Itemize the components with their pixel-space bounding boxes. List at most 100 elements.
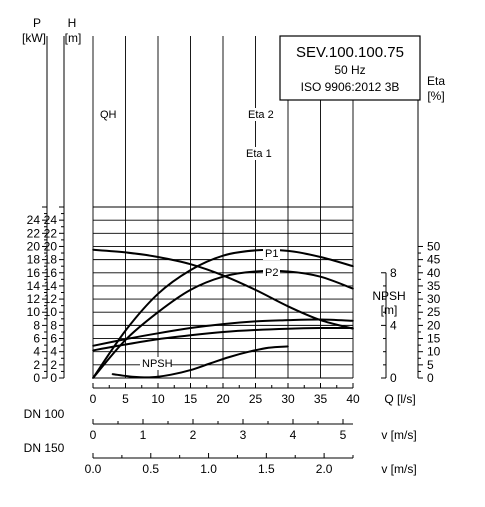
data-point-npsh	[248, 350, 250, 353]
series-label-p1: P1	[265, 248, 278, 260]
data-point-npsh	[209, 362, 211, 365]
h-tick-label: 8	[50, 318, 57, 332]
velocity-axis-name: DN 100	[24, 407, 65, 421]
data-point-p1	[254, 320, 257, 323]
grid	[92, 36, 354, 379]
eta-tick-label: 0	[427, 371, 434, 385]
series-label-p2: P2	[265, 267, 278, 279]
eta-axis-name: Eta	[427, 74, 445, 88]
curve-labels: QH Eta 2 Eta 1 P1 P2 NPSH	[98, 108, 284, 370]
npsh-tick-label: 0	[390, 371, 397, 385]
data-point-npsh	[150, 376, 153, 379]
p-tick-label: 10	[27, 305, 41, 319]
npsh-tick-label: 4	[390, 318, 397, 332]
data-point-qh	[157, 256, 159, 258]
data-point-eta-2	[124, 329, 127, 332]
velocity-tick-label: 1.0	[200, 462, 217, 476]
data-point-eta-2	[287, 250, 289, 252]
eta-tick-label: 10	[427, 345, 441, 359]
data-point-npsh	[287, 345, 289, 348]
npsh-axis-unit: [m]	[381, 303, 398, 317]
data-point-p2	[352, 327, 354, 329]
data-point-eta-1	[222, 275, 224, 278]
h-axis-unit: [m]	[65, 31, 82, 45]
q-tick-label: 15	[184, 392, 198, 406]
data-point-p2	[254, 329, 257, 331]
data-point-p1	[222, 323, 224, 325]
curves	[92, 248, 354, 379]
data-point-eta-2	[352, 265, 354, 268]
velocity-axis-unit: v [m/s]	[381, 428, 416, 442]
data-point-eta-1	[92, 377, 94, 379]
eta-tick-label: 30	[427, 292, 441, 306]
p-tick-label: 2	[33, 358, 40, 372]
data-point-eta-1	[254, 270, 257, 273]
chart-subtitle-frequency: 50 Hz	[334, 63, 365, 77]
p-tick-label: 22	[27, 226, 41, 240]
data-point-eta-1	[287, 270, 289, 273]
data-point-qh	[254, 289, 257, 291]
data-point-eta-1	[319, 275, 322, 278]
data-point-p1	[319, 318, 322, 321]
eta-tick-label: 20	[427, 318, 441, 332]
data-point-p1	[157, 332, 159, 335]
eta-tick-label: 45	[427, 253, 441, 267]
p-axis-unit: [kW]	[22, 31, 46, 45]
data-point-eta-2	[319, 256, 322, 258]
p-tick-label: 14	[27, 279, 41, 293]
h-tick-label: 12	[44, 292, 58, 306]
data-point-eta-2	[254, 249, 257, 252]
velocity-axis-unit: v [m/s]	[381, 462, 416, 476]
eta-tick-label: 5	[427, 358, 434, 372]
data-point-p2	[319, 327, 322, 329]
chart-subtitle-standard: ISO 9906:2012 3B	[301, 80, 400, 94]
velocity-tick-label: 1.5	[258, 462, 275, 476]
data-point-npsh	[170, 373, 172, 376]
eta-tick-label: 40	[427, 266, 441, 280]
velocity-tick-label: 0.5	[142, 462, 159, 476]
data-point-npsh	[189, 369, 192, 371]
data-point-npsh	[131, 375, 133, 378]
q-axis-label: Q [l/s]	[384, 392, 415, 406]
npsh-tick-label: 8	[390, 266, 397, 280]
velocity-tick-label: 2	[190, 428, 197, 442]
data-point-npsh	[228, 356, 231, 358]
data-point-p2	[92, 349, 94, 352]
title-box: SEV.100.100.75 50 Hz ISO 9906:2012 3B	[279, 35, 421, 101]
p-tick-label: 16	[27, 266, 41, 280]
q-tick-label: 30	[281, 392, 295, 406]
velocity-tick-label: 5	[340, 428, 347, 442]
h-tick-label: 0	[50, 371, 57, 385]
q-tick-label: 25	[249, 392, 263, 406]
data-point-eta-1	[189, 289, 192, 291]
series-label-bg	[98, 108, 115, 121]
series-label-npsh: NPSH	[142, 358, 173, 370]
series-label-bg	[140, 357, 171, 370]
h-tick-label: 14	[44, 279, 58, 293]
series-label-eta-2: Eta 2	[248, 109, 274, 121]
velocity-tick-label: 4	[290, 428, 297, 442]
data-point-p2	[124, 343, 127, 346]
eta-tick-label: 35	[427, 279, 441, 293]
data-point-qh	[124, 251, 127, 254]
data-point-qh	[189, 263, 192, 266]
data-point-p1	[124, 338, 127, 341]
h-tick-label: 6	[50, 332, 57, 346]
h-tick-label: 22	[44, 226, 58, 240]
p-axis-name: P	[33, 16, 41, 30]
velocity-tick-label: 0.0	[85, 462, 102, 476]
velocity-tick-label: 2.0	[316, 462, 333, 476]
p-tick-label: 24	[27, 213, 41, 227]
h-axis-name: H	[68, 16, 77, 30]
h-tick-label: 20	[44, 239, 58, 253]
data-point-p1	[352, 320, 354, 322]
data-point-npsh	[267, 346, 270, 349]
data-point-eta-2	[189, 269, 192, 271]
velocity-tick-label: 0	[90, 428, 97, 442]
data-point-p1	[189, 327, 192, 329]
data-point-eta-1	[157, 311, 159, 314]
data-point-npsh	[111, 373, 114, 375]
data-point-p1	[92, 345, 94, 347]
p-tick-label: 0	[33, 371, 40, 385]
data-point-p2	[189, 334, 192, 337]
